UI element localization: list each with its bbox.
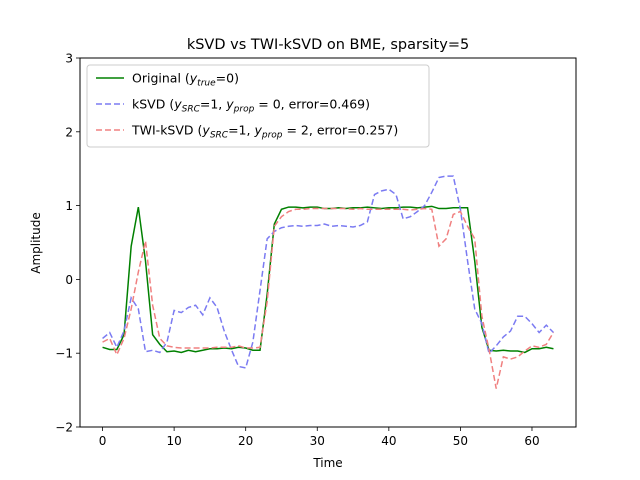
- x-tick-label: 60: [524, 434, 539, 448]
- y-tick-label: −1: [55, 347, 73, 361]
- y-tick-label: 3: [65, 52, 73, 66]
- x-tick-label: 0: [99, 434, 107, 448]
- y-axis: −2 −1 0 1 2 3: [55, 52, 80, 435]
- y-tick-label: 0: [65, 273, 73, 287]
- y-tick-label: 1: [65, 199, 73, 213]
- series-line-ksvd: [102, 175, 554, 369]
- legend-entry-twi-ksvd: TWI-kSVD (ySRC=1, yprop = 2, error=0.257…: [131, 123, 398, 141]
- series-line-original: [102, 205, 554, 354]
- x-axis: 0 10 20 30 40 50 60: [99, 427, 540, 448]
- y-axis-label: Amplitude: [29, 212, 43, 274]
- legend: Original (ytrue=0) kSVD (ySRC=1, yprop = …: [86, 64, 430, 148]
- x-tick-label: 40: [381, 434, 396, 448]
- series-layer: [102, 175, 555, 389]
- chart-title: kSVD vs TWI-kSVD on BME, sparsity=5: [187, 37, 469, 53]
- x-tick-label: 10: [166, 434, 181, 448]
- x-axis-label: Time: [312, 456, 342, 470]
- series-line-twi-ksvd: [102, 207, 555, 389]
- y-tick-label: 2: [65, 125, 73, 139]
- x-tick-label: 30: [310, 434, 325, 448]
- x-tick-label: 50: [453, 434, 468, 448]
- legend-entry-ksvd: kSVD (ySRC=1, yprop = 0, error=0.469): [132, 97, 370, 115]
- x-tick-label: 20: [238, 434, 253, 448]
- y-tick-label: −2: [55, 421, 73, 435]
- legend-box: [86, 64, 430, 148]
- legend-entry-original: Original (ytrue=0): [132, 71, 239, 89]
- plot-frame: [79, 57, 577, 428]
